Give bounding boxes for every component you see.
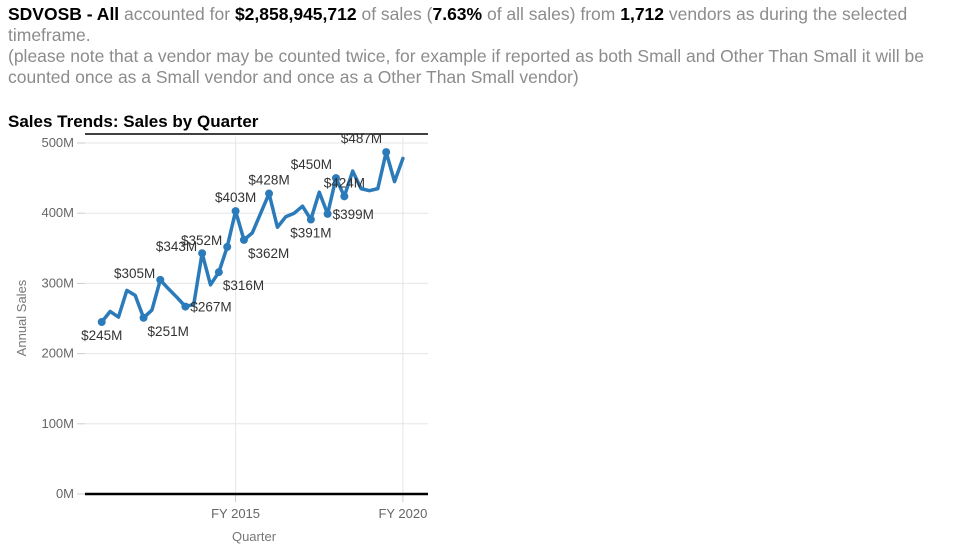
summary-fragment: of sales ( (356, 4, 433, 24)
data-point (323, 209, 332, 218)
summary-fragment: vendors as during the selected timeframe… (8, 4, 908, 45)
data-point (139, 313, 148, 322)
summary-text: SDVOSB - All accounted for $2,858,945,71… (8, 4, 968, 88)
data-label: $305M (114, 266, 155, 281)
data-label: $352M (181, 233, 222, 248)
data-label: $245M (81, 328, 122, 343)
data-label: $362M (248, 246, 289, 261)
vendor-note: (please note that a vendor may be counte… (8, 46, 924, 87)
data-point (223, 242, 232, 251)
data-label: $424M (324, 175, 365, 190)
data-label: $316M (223, 278, 264, 293)
data-point (214, 268, 223, 277)
y-tick-label: 0M (56, 486, 74, 501)
data-label: $251M (148, 324, 189, 339)
data-label: $391M (290, 226, 331, 241)
data-label: $428M (248, 173, 289, 188)
data-point (265, 189, 274, 198)
vendor-count: 1,712 (620, 4, 665, 24)
x-axis-title: Quarter (232, 529, 277, 544)
data-label: $267M (190, 300, 231, 315)
data-point (156, 275, 165, 284)
gridlines (85, 133, 428, 494)
summary-fragment: of all sales) from (482, 4, 621, 24)
x-tick-label: FY 2015 (211, 506, 260, 521)
data-point (382, 148, 391, 157)
y-tick-label: 300M (41, 275, 74, 290)
data-point (181, 302, 190, 311)
data-point (198, 249, 207, 258)
summary-sentence: SDVOSB - All accounted for $2,858,945,71… (8, 4, 968, 46)
data-point (331, 174, 340, 183)
data-point (231, 207, 240, 216)
sales-line (99, 150, 405, 324)
y-tick-label: 100M (41, 416, 74, 431)
data-point (239, 235, 248, 244)
y-tick-label: 200M (41, 346, 74, 361)
data-label: $487M (341, 131, 382, 146)
summary-fragment: accounted for (119, 4, 235, 24)
y-axis-title: Annual Sales (14, 279, 29, 356)
x-axis: FY 2015 FY 2020 (85, 492, 428, 521)
data-point (97, 318, 106, 327)
data-label: $450M (291, 157, 332, 172)
x-tick-label: FY 2020 (378, 506, 427, 521)
sales-amount: $2,858,945,712 (234, 4, 357, 24)
series-layer (97, 148, 405, 327)
data-point (306, 215, 315, 224)
data-labels: $245M $251M $305M $267M $343M $316M $352M $403M… (81, 131, 382, 343)
y-axis: 0M 100M 200M 300M 400M 500M (41, 135, 85, 501)
segment-name: SDVOSB - All (8, 4, 120, 24)
data-label: $399M (333, 207, 374, 222)
chart-title: Sales Trends: Sales by Quarter (8, 112, 259, 131)
y-tick-label: 400M (41, 205, 74, 220)
data-label: $403M (215, 190, 256, 205)
data-point (340, 192, 349, 201)
y-tick-label: 500M (41, 135, 74, 150)
sales-percent: 7.63% (432, 4, 483, 24)
data-label: $343M (156, 239, 197, 254)
